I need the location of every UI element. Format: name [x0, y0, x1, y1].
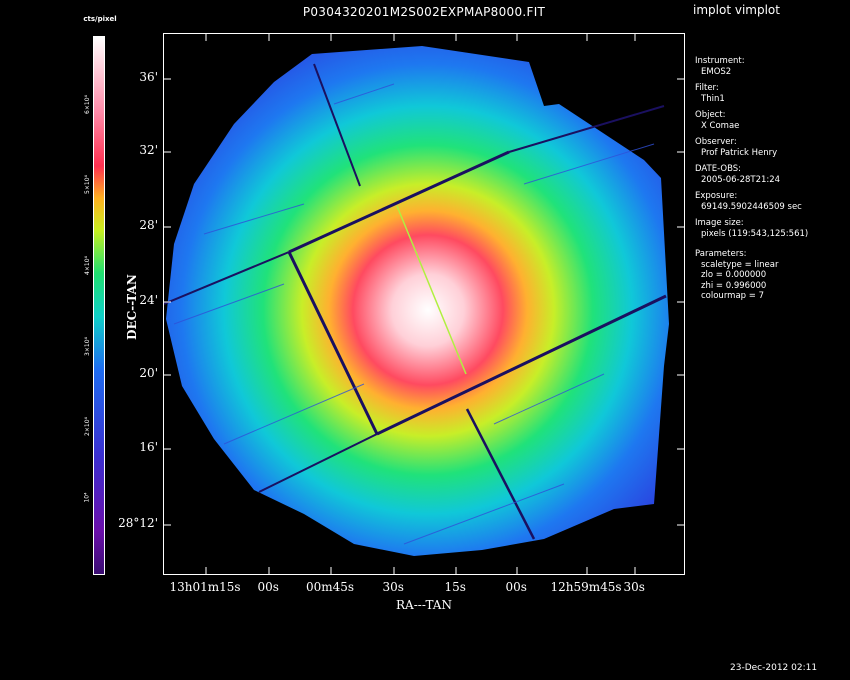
info-label: Observer:: [695, 137, 737, 147]
info-object: Object: X Comae: [695, 110, 845, 131]
app-title: implot vimplot: [693, 3, 780, 17]
colorbar-tick-label: 4×10⁴: [83, 255, 91, 275]
y-tick-label: 36': [139, 70, 158, 84]
x-tick-label: 12h59m45s: [550, 580, 622, 594]
param-zlo: zlo = 0.000000: [701, 270, 767, 280]
x-tick-label: 30s: [623, 580, 645, 594]
y-tick-label: 28°12': [118, 516, 158, 530]
colorbar-tick-label: 3×10⁴: [83, 336, 91, 356]
info-value: pixels (119:543,125:561): [701, 228, 809, 239]
param-scaletype: scaletype = linear: [701, 259, 779, 270]
colorbar-label: cts/pixel: [83, 15, 117, 23]
x-tick-label: 30s: [382, 580, 404, 594]
info-label: Instrument:: [695, 56, 745, 66]
y-tick-label: 32': [139, 143, 158, 157]
info-label: Filter:: [695, 83, 719, 93]
y-tick-label: 20': [139, 366, 158, 380]
info-filter: Filter: Thin1: [695, 83, 845, 104]
chip-gaps: [164, 63, 667, 540]
info-value: 2005-06-28T21:24: [701, 174, 781, 185]
info-label: Object:: [695, 110, 726, 120]
info-date: DATE-OBS: 2005-06-28T21:24: [695, 164, 845, 185]
x-tick-label: 15s: [444, 580, 466, 594]
info-imagesize: Image size: pixels (119:543,125:561): [695, 218, 845, 239]
colorbar-tick-label: 5×10⁴: [83, 174, 91, 194]
info-value: X Comae: [701, 120, 740, 131]
info-value: 69149.5902446509 sec: [701, 201, 802, 212]
info-exposure: Exposure: 69149.5902446509 sec: [695, 191, 845, 212]
x-axis-label: RA---TAN: [396, 598, 452, 612]
exposure-map-image: [164, 34, 684, 574]
info-panel: Instrument: EMOS2 Filter: Thin1 Object: …: [695, 56, 845, 308]
chart-title: P0304320201M2S002EXPMAP8000.FIT: [302, 5, 546, 19]
info-observer: Observer: Prof Patrick Henry: [695, 137, 845, 158]
x-tick-label: 00s: [505, 580, 527, 594]
y-axis-label: DEC--TAN: [125, 274, 139, 340]
timestamp: 23-Dec-2012 02:11: [730, 663, 818, 673]
info-value: EMOS2: [701, 66, 732, 77]
info-label: Exposure:: [695, 191, 738, 201]
param-colourmap: colourmap = 7: [701, 291, 764, 301]
info-label: DATE-OBS:: [695, 164, 742, 174]
param-zhi: zhi = 0.996000: [701, 280, 767, 291]
y-tick-label: 16': [139, 440, 158, 454]
colorbar: [93, 36, 105, 575]
info-instrument: Instrument: EMOS2: [695, 56, 845, 77]
colorbar-tick-label: 6×10⁴: [83, 94, 91, 114]
detector-field: [166, 46, 669, 556]
colorbar-tick-label: 2×10⁴: [83, 416, 91, 436]
info-label: Image size:: [695, 218, 744, 228]
streaks: [173, 83, 655, 545]
info-value: Thin1: [701, 93, 725, 104]
info-parameters: Parameters: scaletype = linear zlo = 0.0…: [695, 249, 845, 302]
x-tick-label: 00m45s: [306, 580, 355, 594]
y-tick-label: 28': [139, 218, 158, 232]
y-tick-label: 24': [139, 293, 158, 307]
exposure-map-plot: [163, 33, 685, 575]
info-value: Prof Patrick Henry: [701, 147, 778, 158]
colorbar-tick-label: 10⁴: [83, 491, 91, 503]
info-label: Parameters:: [695, 249, 747, 259]
x-tick-label: 00s: [257, 580, 279, 594]
x-tick-label: 13h01m15s: [169, 580, 241, 594]
